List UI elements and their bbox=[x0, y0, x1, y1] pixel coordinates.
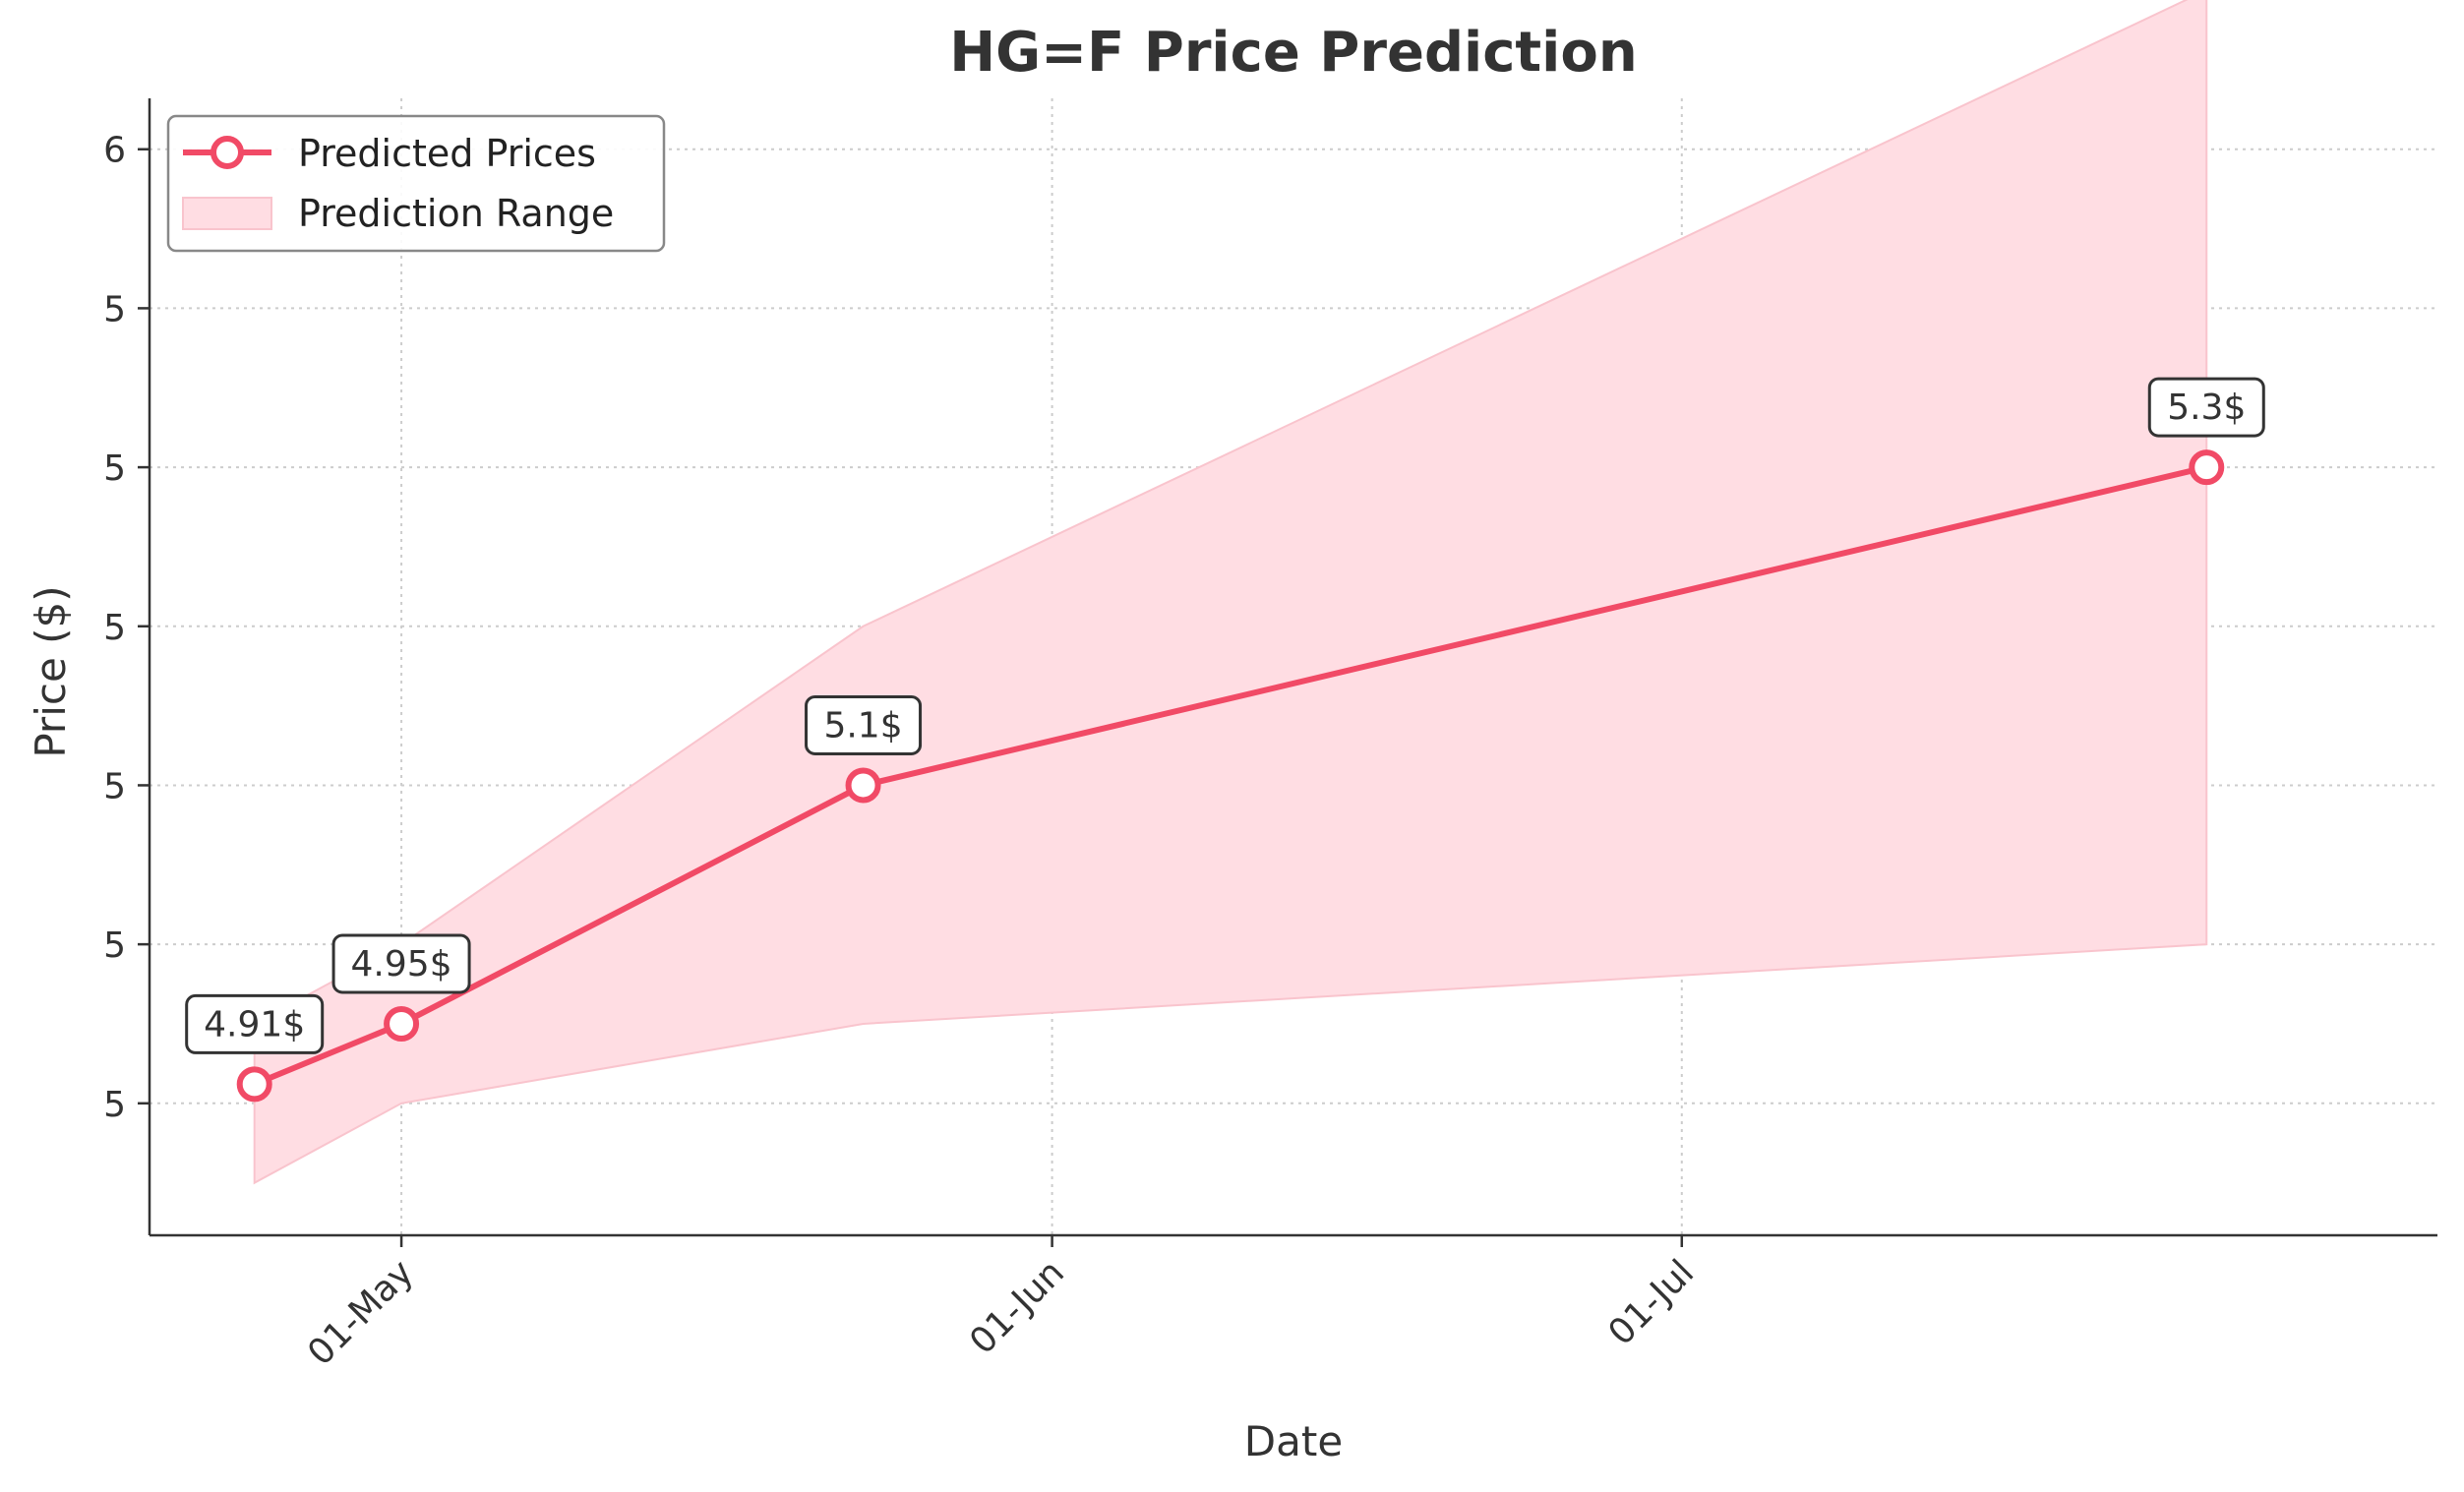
data-label: 5.3$ bbox=[2147, 377, 2265, 438]
y-tick-label: 5 bbox=[103, 289, 126, 329]
data-points bbox=[236, 449, 2225, 1103]
y-tick-label: 5 bbox=[103, 766, 126, 806]
data-labels: 4.91$ 4.95$ 5.1$ 5.3$ bbox=[185, 377, 2265, 1054]
predicted-prices-series-line bbox=[251, 464, 2210, 1088]
legend-range-swatch bbox=[182, 197, 272, 230]
prediction-range-band bbox=[253, 0, 2208, 1185]
data-label: 5.1$ bbox=[805, 694, 923, 755]
data-label-box bbox=[331, 933, 471, 994]
data-label-text: 5.3$ bbox=[2167, 388, 2246, 428]
x-tick-label: 01-May bbox=[300, 1252, 421, 1373]
data-label-text: 4.91$ bbox=[204, 1004, 305, 1044]
data-label: 4.95$ bbox=[331, 933, 471, 994]
data-label-text: 4.95$ bbox=[351, 944, 452, 985]
y-tick-label: 6 bbox=[103, 131, 126, 171]
chart-title: HG=F Price Prediction bbox=[949, 21, 1637, 85]
data-point bbox=[845, 767, 881, 804]
x-tick-label: 01-Jun bbox=[962, 1252, 1072, 1362]
data-label-box bbox=[2147, 377, 2265, 438]
y-tick-label: 5 bbox=[103, 925, 126, 966]
y-tick-label: 5 bbox=[103, 448, 126, 489]
data-label-box bbox=[185, 993, 325, 1054]
data-point bbox=[236, 1066, 272, 1103]
predicted-prices-line bbox=[251, 464, 2210, 1088]
y-tick-label: 5 bbox=[103, 608, 126, 648]
legend-label-predicted: Predicted Prices bbox=[298, 132, 596, 175]
data-point bbox=[384, 1005, 420, 1042]
legend-label-range: Prediction Range bbox=[298, 192, 614, 235]
data-point bbox=[2189, 449, 2225, 486]
legend-box bbox=[166, 114, 666, 253]
y-axis-label: Price ($) bbox=[27, 585, 75, 757]
data-label-box bbox=[805, 694, 923, 755]
data-label: 4.91$ bbox=[185, 993, 325, 1054]
y-tick-label: 5 bbox=[103, 1085, 126, 1125]
x-axis-label: Date bbox=[1244, 1417, 1343, 1465]
data-label-text: 5.1$ bbox=[823, 705, 902, 746]
legend: Predicted Prices Prediction Range bbox=[166, 114, 666, 253]
legend-marker-swatch bbox=[210, 136, 244, 169]
prediction-range-area bbox=[253, 0, 2208, 1185]
x-tick-label: 01-Jul bbox=[1600, 1252, 1702, 1353]
